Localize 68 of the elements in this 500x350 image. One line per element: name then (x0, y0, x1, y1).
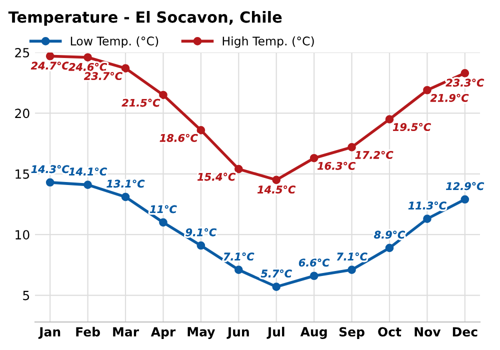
data-label: 14.3°C (31, 165, 70, 174)
y-tick-label: 5 (23, 290, 30, 300)
legend-label: Low Temp. (°C) (70, 36, 158, 48)
point (460, 195, 470, 204)
point (234, 266, 243, 274)
point (196, 241, 206, 250)
point (385, 244, 394, 252)
y-tick-label: 25 (15, 48, 30, 58)
data-label: 19.5°C (392, 123, 431, 131)
x-tick-label: Jun (226, 327, 249, 339)
x-tick-label: May (188, 327, 216, 339)
data-label: 5.7°C (260, 270, 292, 278)
data-label: 18.6°C (160, 134, 198, 142)
data-label: 23.7°C (84, 72, 122, 80)
data-label: 21.9°C (430, 94, 469, 102)
y-tick-label: 20 (15, 108, 30, 118)
chart-title: Temperature - El Socavon, Chile (8, 11, 282, 26)
point (348, 143, 356, 152)
data-label: 14.5°C (258, 186, 296, 194)
data-label: 8.9°C (374, 230, 406, 239)
x-tick-label: Jan (38, 327, 60, 339)
x-tick-label: Apr (150, 327, 176, 339)
data-label: 6.6°C (298, 258, 330, 267)
point (234, 164, 243, 174)
x-tick-label: Oct (378, 327, 402, 337)
data-label: 17.2°C (355, 150, 394, 159)
data-label: 12.9°C (446, 182, 484, 190)
x-tick-label: Sep (339, 327, 364, 339)
point (196, 126, 206, 134)
data-label: 13.1°C (106, 180, 145, 188)
point (84, 180, 92, 189)
x-tick-label: Dec (452, 327, 478, 337)
data-label: 11.3°C (408, 202, 446, 210)
point (272, 176, 281, 184)
data-label: 14.1°C (68, 168, 107, 176)
point (46, 52, 54, 60)
data-label: 9.1°C (186, 228, 216, 236)
point (460, 68, 470, 78)
data-label: 15.4°C (198, 172, 236, 181)
data-label: 16.3°C (318, 162, 356, 170)
point (310, 154, 318, 162)
data-label: 11°C (150, 205, 177, 214)
point (310, 272, 318, 280)
point (423, 86, 432, 94)
point (385, 115, 394, 124)
data-label: 7.1°C (224, 252, 254, 260)
point (121, 64, 130, 72)
x-tick-label: Nov (414, 327, 441, 337)
data-label: 24.7°C (30, 62, 70, 70)
x-tick-label: Jul (266, 326, 284, 339)
y-tick-label: 10 (16, 230, 30, 240)
legend-label: High Temp. (°C) (222, 36, 314, 48)
point (46, 178, 54, 187)
point (348, 266, 356, 274)
data-label: 21.5°C (122, 98, 160, 107)
point (84, 53, 92, 62)
point (159, 218, 168, 227)
data-label: 7.1°C (336, 252, 368, 260)
x-tick-label: Mar (113, 327, 139, 337)
y-tick-label: 15 (16, 170, 30, 179)
x-tick-label: Feb (76, 326, 100, 337)
point (121, 192, 130, 202)
point (423, 214, 432, 223)
point (159, 90, 168, 100)
data-label: 24.6°C (68, 62, 107, 71)
data-label: 23.3°C (446, 78, 484, 87)
point (272, 282, 281, 291)
x-tick-label: Aug (300, 327, 327, 339)
